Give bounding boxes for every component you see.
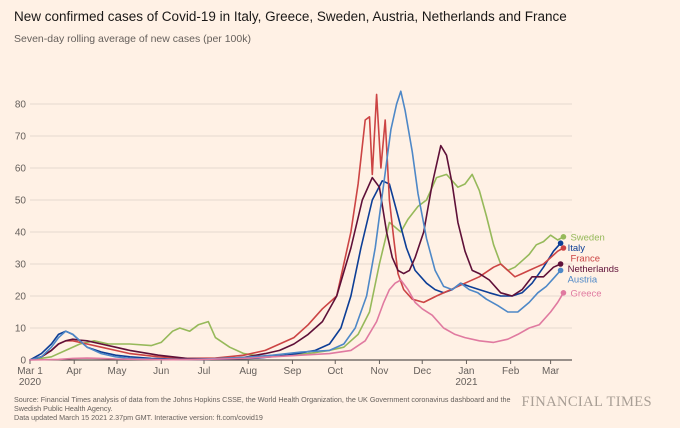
x-tick-year: 2020 xyxy=(19,377,42,388)
legend-label-austria: Austria xyxy=(568,274,598,285)
series-end-markers xyxy=(557,234,567,296)
legend-label-greece: Greece xyxy=(570,288,601,299)
y-tick-label: 10 xyxy=(15,324,27,335)
x-tick-label: Apr xyxy=(66,366,82,377)
end-marker-italy xyxy=(557,240,564,246)
source-note: Source: Financial Times analysis of data… xyxy=(14,395,511,413)
legend-label-france: France xyxy=(570,253,600,264)
y-tick-label: 0 xyxy=(20,356,26,367)
x-tick-label: Oct xyxy=(327,366,343,377)
chart-subtitle: Seven-day rolling average of new cases (… xyxy=(14,33,251,45)
end-marker-greece xyxy=(560,290,567,296)
x-tick-label: Sep xyxy=(284,366,302,377)
chart-title: New confirmed cases of Covid-19 in Italy… xyxy=(14,9,567,24)
series-line-france xyxy=(29,93,565,361)
y-axis-ticks: 0 10 20 30 40 50 60 70 80 xyxy=(15,100,27,367)
series-line-austria xyxy=(29,90,562,361)
end-marker-netherlands xyxy=(557,261,564,267)
y-tick-label: 20 xyxy=(15,292,27,303)
x-tick-label: Mar 1 xyxy=(17,366,43,377)
series-line-greece xyxy=(29,279,565,361)
update-note: Data updated March 15 2021 2.37pm GMT. I… xyxy=(14,413,263,422)
x-tick-label: Aug xyxy=(239,366,257,377)
x-tick-label: Dec xyxy=(413,366,431,377)
x-tick-label: Feb xyxy=(502,366,520,377)
ft-logo: FINANCIAL TIMES xyxy=(521,394,652,410)
legend-label-italy: Italy xyxy=(568,243,586,254)
x-tick-label: Nov xyxy=(371,366,389,377)
y-tick-label: 80 xyxy=(15,100,27,111)
end-marker-austria xyxy=(557,267,564,274)
y-tick-label: 40 xyxy=(15,228,27,239)
y-tick-label: 70 xyxy=(15,132,27,143)
y-tick-label: 50 xyxy=(15,196,27,207)
x-tick-year: 2021 xyxy=(455,377,478,388)
series-line-sweden xyxy=(29,173,565,361)
y-tick-label: 60 xyxy=(15,164,27,175)
legend-label-netherlands: Netherlands xyxy=(568,264,619,275)
y-tick-label: 30 xyxy=(15,260,27,271)
x-tick-label: Jan xyxy=(458,366,474,377)
series-line-italy xyxy=(29,180,562,361)
legend-label-sweden: Sweden xyxy=(570,232,604,243)
x-tick-label: Jun xyxy=(153,366,169,377)
x-tick-label: May xyxy=(108,366,127,377)
x-tick-label: Mar xyxy=(542,366,560,377)
end-marker-sweden xyxy=(560,234,567,240)
series-lines xyxy=(29,90,565,361)
x-tick-label: Jul xyxy=(198,366,211,377)
series-line-netherlands xyxy=(29,144,562,361)
end-marker-france xyxy=(560,245,567,251)
chart-footer: Source: Financial Times analysis of data… xyxy=(14,395,534,422)
